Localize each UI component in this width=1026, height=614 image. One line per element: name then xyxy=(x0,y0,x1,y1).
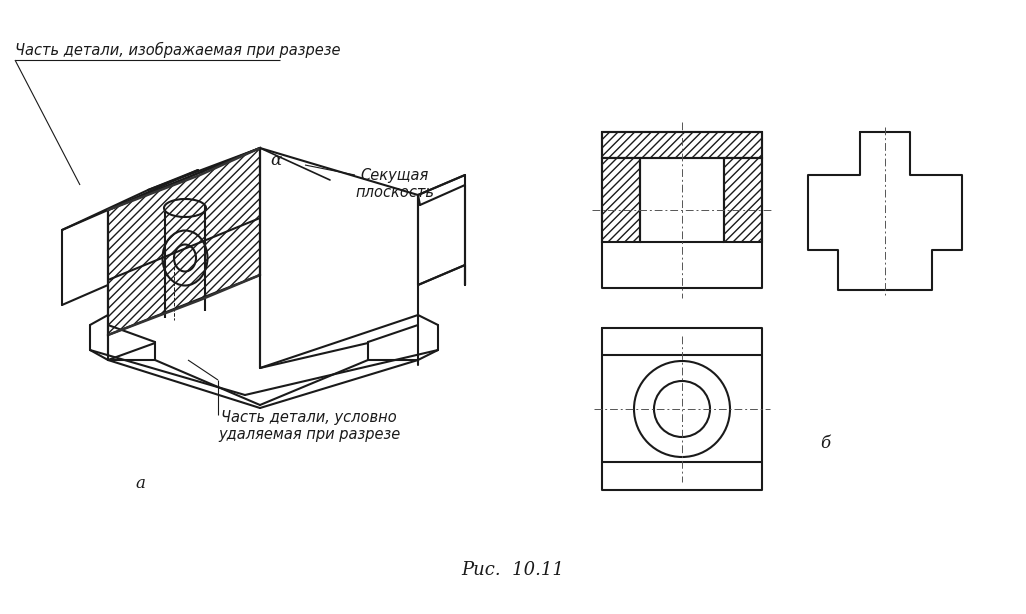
Text: Часть детали, изображаемая при разрезе: Часть детали, изображаемая при разрезе xyxy=(15,42,341,58)
Polygon shape xyxy=(724,158,762,242)
Polygon shape xyxy=(602,132,762,158)
Text: α: α xyxy=(270,152,281,169)
Polygon shape xyxy=(602,158,640,242)
Text: б: б xyxy=(820,435,830,452)
Text: Секущая
плоскость: Секущая плоскость xyxy=(355,168,434,200)
Text: а: а xyxy=(135,475,145,492)
Polygon shape xyxy=(108,148,260,335)
Text: Часть детали, условно
удаляемая при разрезе: Часть детали, условно удаляемая при разр… xyxy=(218,410,400,443)
Text: Рис.  10.11: Рис. 10.11 xyxy=(462,561,564,579)
